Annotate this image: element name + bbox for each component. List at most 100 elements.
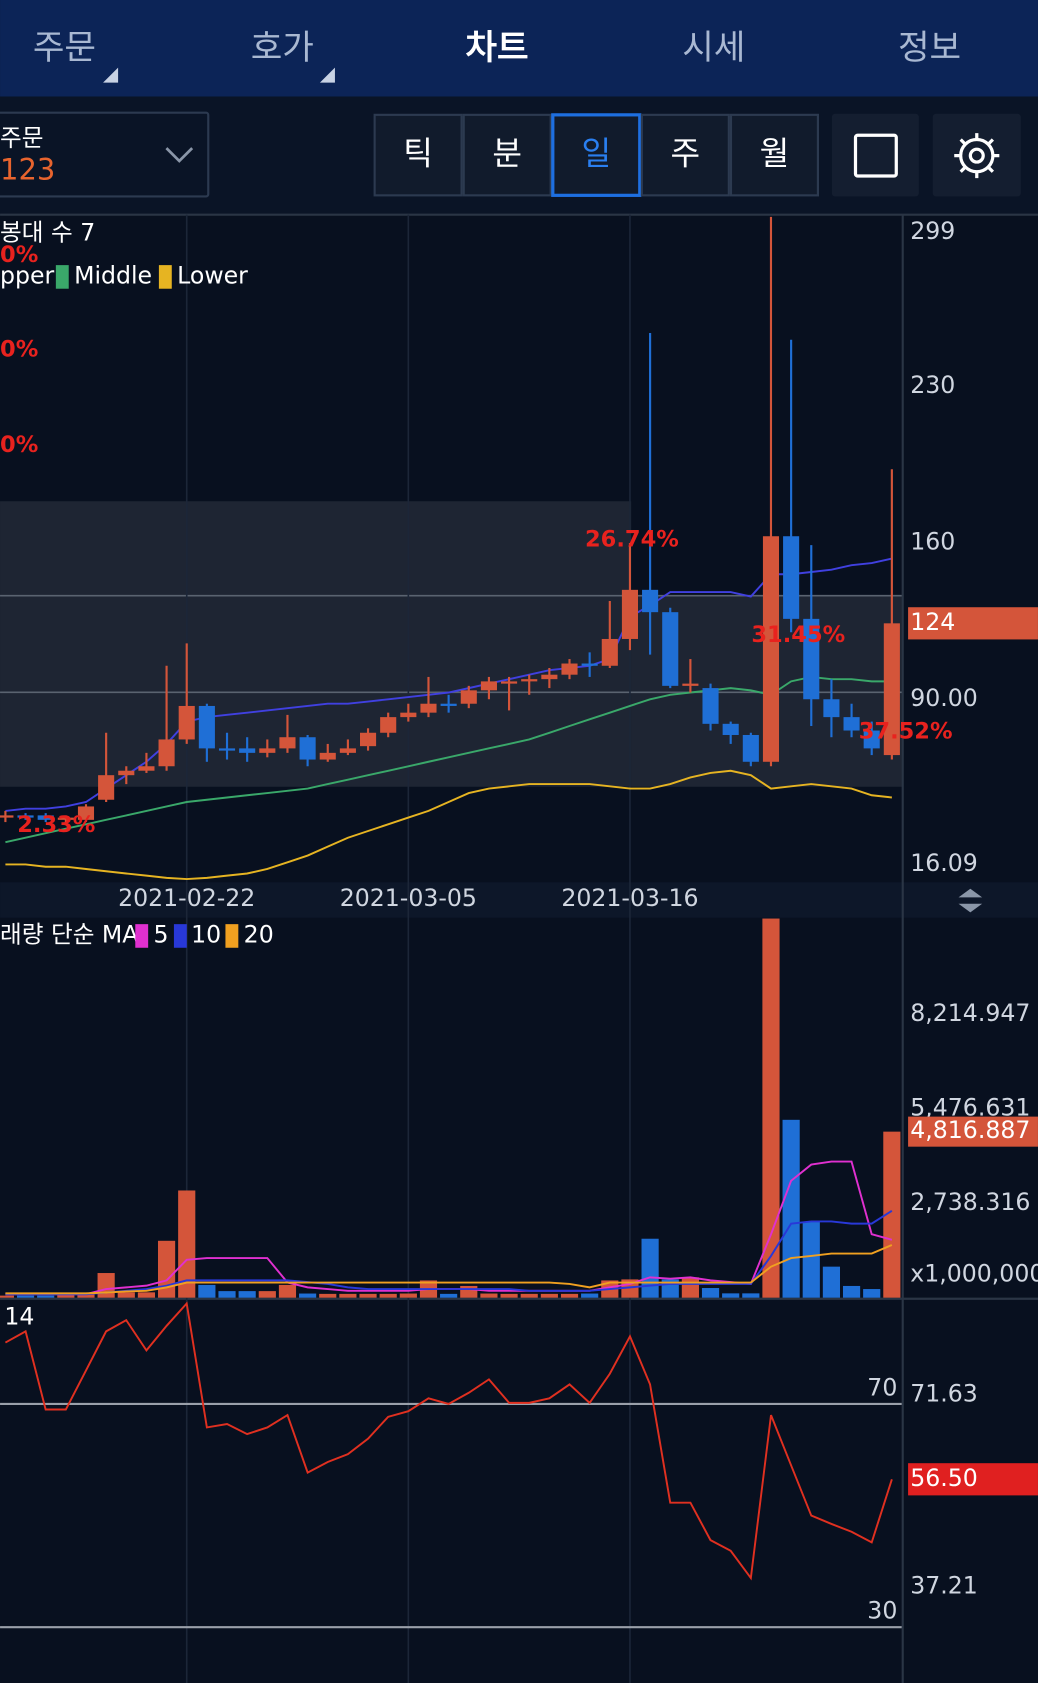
y-tick-label: 160 xyxy=(910,527,955,555)
candle-body xyxy=(339,748,356,753)
candle-body xyxy=(37,815,54,820)
candle-body xyxy=(98,775,115,800)
layout-button[interactable] xyxy=(831,113,919,197)
legend-swatch xyxy=(55,265,69,289)
tab[interactable]: 시세 xyxy=(682,28,745,68)
current-price: 124 xyxy=(910,608,955,636)
volume-bar xyxy=(57,1294,75,1298)
band-line xyxy=(5,675,892,844)
candle-body xyxy=(642,589,659,613)
resize-icon[interactable] xyxy=(958,888,983,898)
volume-bar xyxy=(581,1293,599,1298)
y-tick-label: 90.00 xyxy=(910,684,978,712)
legend-swatch xyxy=(225,924,239,948)
rsi-level-label: 30 xyxy=(867,1597,897,1625)
period-label: 월 xyxy=(760,135,790,173)
current-volume-tag xyxy=(908,1116,1038,1147)
volume-bar xyxy=(299,1293,317,1298)
volume-bar xyxy=(117,1292,135,1298)
volume-bar xyxy=(883,1131,901,1298)
period-label: 일 xyxy=(581,135,611,173)
candle-body xyxy=(762,536,780,762)
volume-bar xyxy=(359,1293,377,1298)
volume-unit: x1,000,000 xyxy=(910,1260,1038,1288)
period-button[interactable] xyxy=(462,113,552,197)
current-volume: 4,816.887 xyxy=(910,1116,1030,1144)
legend-swatch xyxy=(135,924,149,948)
candle-body xyxy=(843,717,860,731)
candle-body xyxy=(218,748,236,751)
current-rsi-tag xyxy=(908,1463,1038,1496)
volume-bar xyxy=(278,1284,297,1298)
volume-bar xyxy=(137,1292,156,1298)
volume-bar xyxy=(802,1221,820,1298)
date-label: 2021-03-05 xyxy=(340,884,477,912)
period-label: 틱 xyxy=(403,135,433,173)
percent-annotation: 2.33% xyxy=(17,812,95,838)
tab-bar xyxy=(0,0,1038,97)
candle-body xyxy=(863,730,880,749)
candle-body xyxy=(722,723,739,735)
candle-body xyxy=(480,681,497,691)
volume-bar xyxy=(701,1288,720,1298)
volume-bar xyxy=(540,1293,558,1298)
candle-body xyxy=(77,806,95,820)
legend-label: pper xyxy=(0,261,54,289)
tab[interactable]: 주문 xyxy=(33,28,96,68)
candle-body xyxy=(883,623,900,756)
volume-bar xyxy=(157,1240,176,1298)
volume-bar xyxy=(339,1293,357,1298)
candle-body xyxy=(178,705,195,740)
y-tick-label: 230 xyxy=(910,371,955,399)
legend-swatch xyxy=(158,265,172,289)
volume-bar xyxy=(722,1293,740,1298)
candle-body xyxy=(702,688,719,724)
candle-body xyxy=(319,752,336,760)
legend-label: Middle xyxy=(74,261,152,289)
candle-body xyxy=(682,683,699,686)
tab[interactable]: 호가 xyxy=(251,28,314,68)
volume-bar xyxy=(460,1285,478,1298)
candle-body xyxy=(57,817,74,820)
volume-bar xyxy=(742,1293,760,1298)
settings-button[interactable] xyxy=(932,113,1021,197)
current-rsi: 56.50 xyxy=(910,1464,978,1492)
tab-indicator xyxy=(103,67,119,83)
y-tick-label: 299 xyxy=(910,217,955,245)
volume-bar xyxy=(863,1289,881,1298)
candle-body xyxy=(521,679,538,682)
volume-bar xyxy=(77,1294,95,1298)
volume-bar xyxy=(258,1291,276,1298)
volume-bar xyxy=(238,1291,256,1298)
period-button[interactable] xyxy=(551,113,642,197)
candle-body xyxy=(380,717,397,733)
band-line xyxy=(5,769,892,881)
candle-body xyxy=(400,712,417,718)
volume-bar xyxy=(641,1238,659,1298)
volume-bar xyxy=(762,918,780,1298)
candle-body xyxy=(0,815,14,818)
order-label: 주문 xyxy=(0,124,43,152)
y-tick-label: 37.21 xyxy=(910,1571,978,1599)
percent-annotation: 0% xyxy=(0,432,38,458)
candle-body xyxy=(440,703,457,706)
order-select[interactable] xyxy=(0,111,210,198)
tab[interactable]: 차트 xyxy=(465,28,528,68)
tab[interactable]: 정보 xyxy=(898,28,961,68)
period-button[interactable] xyxy=(640,113,730,197)
rsi-title: 14 xyxy=(4,1303,34,1331)
indicator-title: 봉대 수 7 xyxy=(0,218,95,246)
candle-body xyxy=(662,612,679,686)
candle-body xyxy=(17,815,34,818)
y-tick-label: 2,738.316 xyxy=(910,1188,1030,1216)
volume-bar xyxy=(500,1293,518,1298)
resize-icon xyxy=(958,903,983,913)
period-button[interactable] xyxy=(729,113,819,197)
percent-annotation: 0% xyxy=(0,242,38,268)
volume-bar xyxy=(319,1293,337,1298)
period-button[interactable] xyxy=(373,113,463,197)
candle-body xyxy=(541,674,558,680)
volume-bar xyxy=(560,1293,579,1298)
